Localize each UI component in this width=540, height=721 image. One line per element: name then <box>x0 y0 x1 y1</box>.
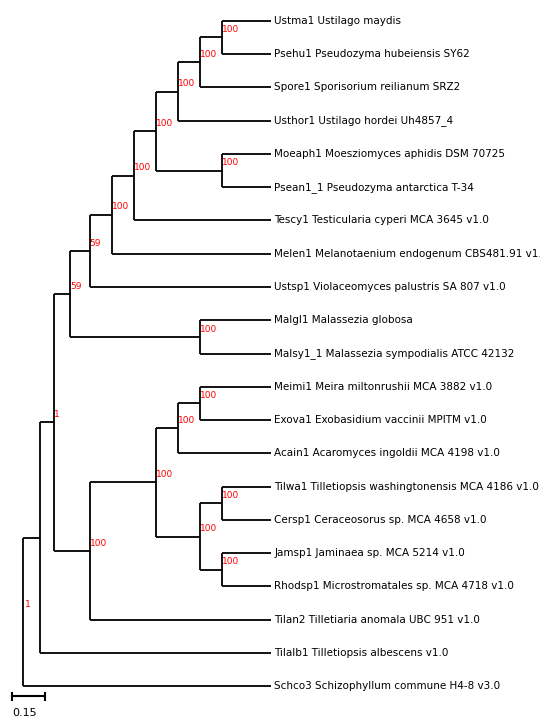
Text: Ustsp1 Violaceomyces palustris SA 807 v1.0: Ustsp1 Violaceomyces palustris SA 807 v1… <box>274 282 506 292</box>
Text: 100: 100 <box>222 491 239 500</box>
Text: Jamsp1 Jaminaea sp. MCA 5214 v1.0: Jamsp1 Jaminaea sp. MCA 5214 v1.0 <box>274 548 465 558</box>
Text: Rhodsp1 Microstromatales sp. MCA 4718 v1.0: Rhodsp1 Microstromatales sp. MCA 4718 v1… <box>274 581 514 591</box>
Text: 100: 100 <box>178 79 195 88</box>
Text: 100: 100 <box>200 50 217 59</box>
Text: 1: 1 <box>54 410 59 419</box>
Text: 0.15: 0.15 <box>12 708 37 718</box>
Text: Tilalb1 Tilletiopsis albescens v1.0: Tilalb1 Tilletiopsis albescens v1.0 <box>274 648 449 658</box>
Text: Meimi1 Meira miltonrushii MCA 3882 v1.0: Meimi1 Meira miltonrushii MCA 3882 v1.0 <box>274 382 492 392</box>
Text: 100: 100 <box>200 524 217 534</box>
Text: 100: 100 <box>222 557 239 567</box>
Text: 100: 100 <box>156 119 173 128</box>
Text: Malgl1 Malassezia globosa: Malgl1 Malassezia globosa <box>274 315 413 325</box>
Text: 1: 1 <box>25 600 31 609</box>
Text: 59: 59 <box>90 239 101 247</box>
Text: Malsy1_1 Malassezia sympodialis ATCC 42132: Malsy1_1 Malassezia sympodialis ATCC 421… <box>274 348 515 359</box>
Text: Exova1 Exobasidium vaccinii MPITM v1.0: Exova1 Exobasidium vaccinii MPITM v1.0 <box>274 415 487 425</box>
Text: 100: 100 <box>222 158 239 167</box>
Text: Tilwa1 Tilletiopsis washingtonensis MCA 4186 v1.0: Tilwa1 Tilletiopsis washingtonensis MCA … <box>274 482 539 492</box>
Text: Tilan2 Tilletiaria anomala UBC 951 v1.0: Tilan2 Tilletiaria anomala UBC 951 v1.0 <box>274 615 480 624</box>
Text: 100: 100 <box>134 164 151 172</box>
Text: Moeaph1 Moesziomyces aphidis DSM 70725: Moeaph1 Moesziomyces aphidis DSM 70725 <box>274 149 505 159</box>
Text: Psean1_1 Pseudozyma antarctica T-34: Psean1_1 Pseudozyma antarctica T-34 <box>274 182 474 193</box>
Text: Usthor1 Ustilago hordei Uh4857_4: Usthor1 Ustilago hordei Uh4857_4 <box>274 115 453 126</box>
Text: Acain1 Acaromyces ingoldii MCA 4198 v1.0: Acain1 Acaromyces ingoldii MCA 4198 v1.0 <box>274 448 500 459</box>
Text: Schco3 Schizophyllum commune H4-8 v3.0: Schco3 Schizophyllum commune H4-8 v3.0 <box>274 681 500 691</box>
Text: 100: 100 <box>200 391 217 400</box>
Text: Tescy1 Testicularia cyperi MCA 3645 v1.0: Tescy1 Testicularia cyperi MCA 3645 v1.0 <box>274 216 489 226</box>
Text: 100: 100 <box>156 470 173 479</box>
Text: 100: 100 <box>112 203 129 211</box>
Text: 100: 100 <box>222 25 239 34</box>
Text: Ustma1 Ustilago maydis: Ustma1 Ustilago maydis <box>274 16 401 26</box>
Text: Melen1 Melanotaenium endogenum CBS481.91 v1.0: Melen1 Melanotaenium endogenum CBS481.91… <box>274 249 540 259</box>
Text: Psehu1 Pseudozyma hubeiensis SY62: Psehu1 Pseudozyma hubeiensis SY62 <box>274 49 470 59</box>
Text: 100: 100 <box>200 324 217 334</box>
Text: Cersp1 Ceraceosorus sp. MCA 4658 v1.0: Cersp1 Ceraceosorus sp. MCA 4658 v1.0 <box>274 515 487 525</box>
Text: 59: 59 <box>70 281 82 291</box>
Text: 100: 100 <box>178 416 195 425</box>
Text: 100: 100 <box>90 539 107 548</box>
Text: Spore1 Sporisorium reilianum SRZ2: Spore1 Sporisorium reilianum SRZ2 <box>274 82 461 92</box>
